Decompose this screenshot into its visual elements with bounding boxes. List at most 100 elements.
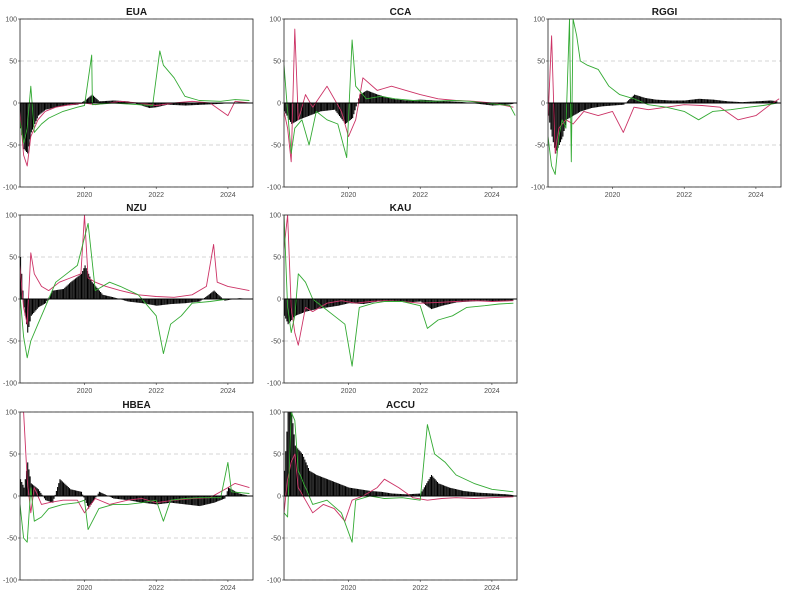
- bar: [163, 299, 165, 305]
- x-tick-label: 2020: [341, 388, 357, 395]
- y-tick-label: -100: [531, 185, 545, 192]
- bar: [101, 492, 103, 496]
- bar: [293, 434, 295, 496]
- bar: [368, 91, 370, 103]
- bar: [132, 496, 134, 502]
- bar: [209, 293, 212, 299]
- bar: [359, 94, 361, 103]
- bar: [138, 103, 140, 105]
- bar: [289, 412, 292, 496]
- y-tick-label: 0: [13, 101, 17, 108]
- bar: [415, 493, 417, 496]
- bar: [342, 103, 344, 121]
- bar: [43, 299, 45, 304]
- bar: [133, 496, 135, 502]
- bar: [152, 496, 154, 504]
- bar: [34, 299, 36, 312]
- bar: [300, 452, 302, 496]
- bar: [694, 99, 697, 103]
- bar: [353, 299, 355, 304]
- bar: [299, 451, 301, 496]
- bar: [567, 103, 569, 120]
- bar: [92, 283, 94, 299]
- bar: [714, 99, 716, 103]
- bar: [473, 492, 476, 496]
- bar: [414, 99, 416, 103]
- bar: [313, 473, 315, 496]
- bar: [573, 103, 575, 116]
- y-tick-label: 100: [5, 213, 17, 220]
- bar: [61, 103, 63, 107]
- bar: [589, 103, 591, 109]
- bar: [324, 103, 326, 111]
- bar: [188, 496, 190, 505]
- bar: [63, 482, 65, 496]
- bar: [446, 101, 448, 103]
- bar: [765, 100, 767, 103]
- bar: [344, 103, 347, 124]
- bar: [490, 103, 492, 106]
- bar: [292, 423, 294, 496]
- y-tick-label: 50: [273, 452, 281, 459]
- bar: [83, 101, 85, 103]
- bar: [381, 299, 384, 302]
- bar: [35, 299, 37, 311]
- bar: [211, 496, 213, 504]
- bar: [174, 299, 176, 304]
- bar: [328, 103, 330, 111]
- bar: [232, 490, 234, 496]
- bar: [61, 289, 63, 299]
- bar: [82, 494, 84, 496]
- bar: [500, 493, 502, 496]
- bar: [212, 291, 214, 299]
- bar: [564, 103, 566, 126]
- bar: [190, 496, 192, 506]
- bar: [341, 103, 343, 120]
- panel-title: ACCU: [386, 400, 415, 411]
- bar: [61, 481, 63, 496]
- bar: [91, 496, 93, 503]
- bar: [399, 493, 402, 496]
- bar: [63, 103, 65, 107]
- bar: [96, 99, 98, 103]
- bar: [644, 97, 646, 103]
- bar: [178, 299, 181, 304]
- bar: [635, 94, 637, 103]
- bar: [397, 99, 399, 103]
- bar: [681, 100, 683, 103]
- bar: [321, 103, 323, 112]
- bar: [168, 299, 170, 305]
- bar: [328, 479, 330, 496]
- bar: [733, 101, 735, 103]
- bar: [106, 100, 108, 103]
- bar: [653, 99, 655, 103]
- panel-title: HBEA: [122, 400, 150, 411]
- bar: [37, 489, 40, 496]
- bar: [347, 299, 349, 304]
- bar: [244, 494, 246, 496]
- bar: [206, 296, 208, 299]
- bar: [385, 299, 387, 302]
- bar: [350, 299, 353, 304]
- bar: [112, 297, 114, 299]
- bar: [760, 101, 762, 103]
- bar: [88, 273, 90, 299]
- bar: [68, 283, 71, 299]
- bar: [194, 299, 196, 303]
- bar: [475, 492, 477, 496]
- bar: [390, 299, 392, 301]
- y-tick-label: -50: [271, 143, 281, 150]
- x-tick-label: 2024: [220, 585, 236, 592]
- x-tick-label: 2020: [77, 585, 93, 592]
- bar: [759, 101, 761, 103]
- bar: [364, 299, 366, 304]
- bar: [144, 299, 146, 304]
- bar: [97, 493, 99, 496]
- bar: [89, 496, 91, 507]
- bar: [687, 100, 689, 103]
- bar: [435, 299, 437, 308]
- bar: [53, 290, 55, 299]
- series-line-2: [20, 222, 250, 359]
- bar: [47, 496, 49, 502]
- bar: [384, 96, 386, 103]
